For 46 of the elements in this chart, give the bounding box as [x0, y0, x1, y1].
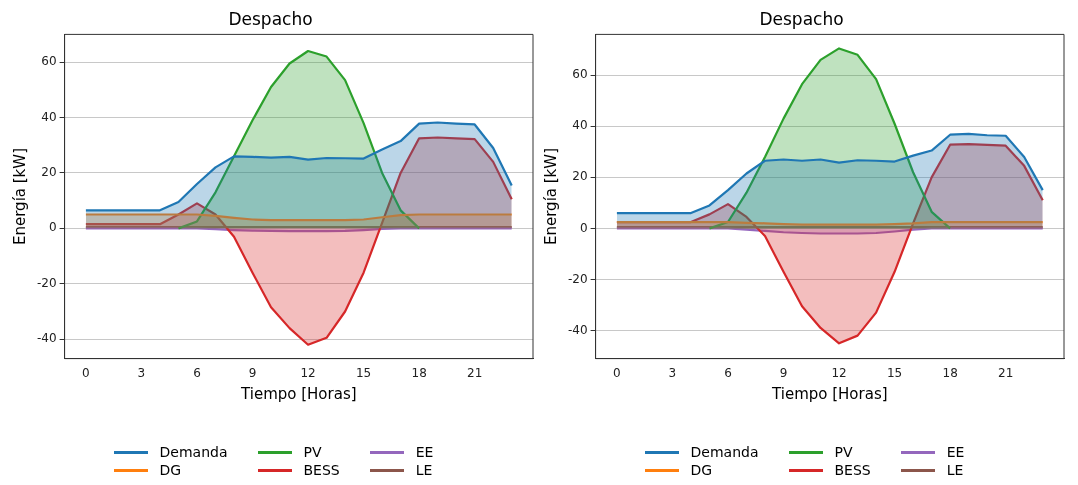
legend-label: BESS [834, 462, 871, 478]
legend-label: DG [159, 462, 182, 478]
y-tick-label: 20 [572, 169, 588, 184]
x-axis-title: Tiempo [Horas] [771, 384, 888, 403]
chart-title: Despacho [759, 8, 844, 29]
legend-label: Demanda [690, 444, 759, 460]
y-tick-label: -40 [567, 322, 588, 337]
legend-label: Demanda [159, 444, 228, 460]
x-tick-label: 18 [411, 365, 427, 380]
y-tick-label: 20 [41, 165, 57, 180]
y-tick-label: 60 [41, 54, 57, 69]
y-tick-label: 40 [41, 109, 57, 124]
x-tick-label: 15 [886, 365, 903, 380]
y-tick-label: -20 [36, 275, 57, 290]
y-tick-label: -40 [36, 331, 57, 346]
legend-label: PV [303, 444, 322, 460]
y-tick-label: 40 [572, 118, 588, 133]
x-tick-label: 12 [831, 365, 847, 380]
x-tick-label: 9 [248, 365, 257, 380]
x-tick-label: 3 [668, 365, 677, 380]
x-tick-label: 15 [355, 365, 372, 380]
x-tick-label: 3 [137, 365, 146, 380]
x-tick-label: 0 [613, 365, 621, 380]
x-tick-label: 0 [82, 365, 90, 380]
y-tick-label: 0 [579, 220, 588, 235]
x-tick-label: 9 [779, 365, 788, 380]
legend-label: BESS [303, 462, 340, 478]
legend-label: LE [946, 462, 964, 478]
x-tick-label: 6 [724, 365, 732, 380]
y-tick-label: -20 [567, 271, 588, 286]
legend-label: DG [690, 462, 713, 478]
x-tick-label: 18 [942, 365, 958, 380]
legend-label: LE [415, 462, 433, 478]
legend-label: EE [415, 444, 434, 460]
x-tick-label: 21 [467, 365, 483, 380]
y-tick-label: 60 [572, 67, 588, 82]
chart-title: Despacho [228, 8, 313, 29]
legend-label: EE [946, 444, 965, 460]
x-tick-label: 21 [998, 365, 1014, 380]
x-tick-label: 6 [193, 365, 201, 380]
x-tick-label: 12 [300, 365, 316, 380]
y-axis-title: Energía [kW] [541, 148, 560, 245]
y-axis-title: Energía [kW] [10, 148, 29, 245]
x-axis-title: Tiempo [Horas] [240, 384, 357, 403]
y-tick-label: 0 [48, 220, 57, 235]
legend-label: PV [834, 444, 853, 460]
